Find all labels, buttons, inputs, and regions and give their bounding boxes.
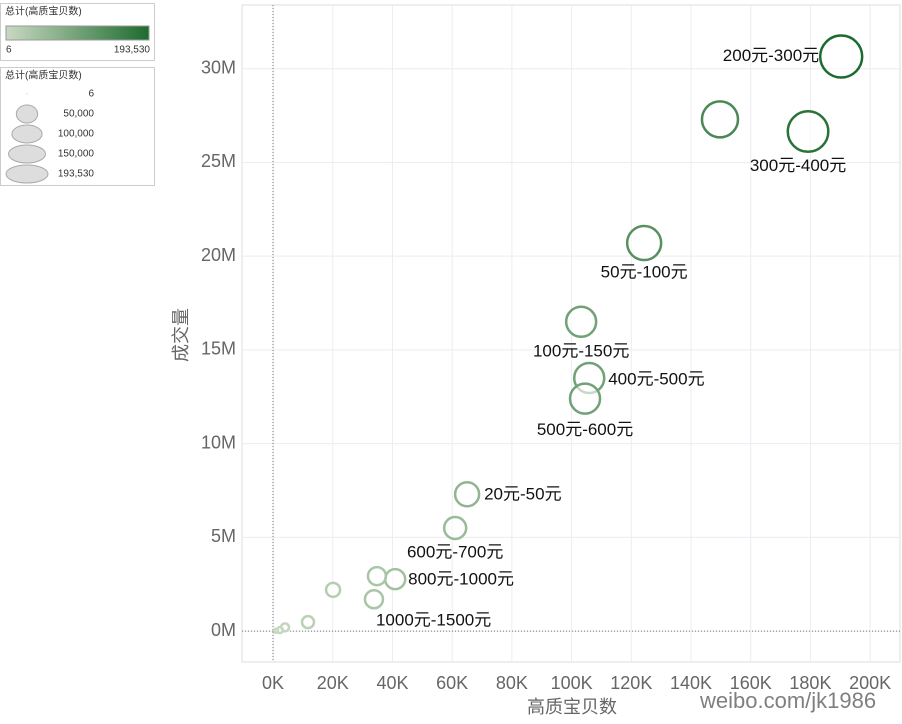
x-tick-label: 120K xyxy=(610,673,652,693)
bubble xyxy=(786,110,830,154)
legend-label: 6 xyxy=(88,89,94,100)
legend-label: 50,000 xyxy=(63,109,94,120)
bubble xyxy=(324,581,342,599)
bubble xyxy=(625,224,663,262)
data-label: 600元-700元 xyxy=(407,542,503,561)
bubble xyxy=(383,567,407,591)
x-tick-label: 0K xyxy=(262,673,284,693)
legend-label: 193,530 xyxy=(114,45,151,56)
bubble xyxy=(453,480,481,508)
x-tick-label: 60K xyxy=(436,673,468,693)
legend-label: 6 xyxy=(6,45,12,56)
y-axis-title: 成交量 xyxy=(171,308,191,362)
data-label: 200元-300元 xyxy=(723,46,819,65)
size-legend-mark xyxy=(8,144,46,164)
x-tick-label: 80K xyxy=(496,673,528,693)
data-label: 1000元-1500元 xyxy=(376,611,491,630)
bubble xyxy=(818,34,864,79)
size-legend-mark xyxy=(15,104,39,124)
bubble xyxy=(272,627,280,634)
legend-label: 100,000 xyxy=(58,129,95,140)
x-tick-label: 160K xyxy=(730,673,772,693)
x-tick-label: 100K xyxy=(551,673,593,693)
x-axis-title: 高质宝贝数 xyxy=(527,697,617,717)
bubble xyxy=(442,515,468,541)
data-label: 100元-150元 xyxy=(533,341,629,360)
color-ramp xyxy=(5,25,150,41)
x-tick-label: 40K xyxy=(376,673,408,693)
bubble xyxy=(568,382,602,415)
data-label: 400元-500元 xyxy=(608,370,704,389)
x-tick-label: 20K xyxy=(317,673,349,693)
data-label: 800元-1000元 xyxy=(408,570,514,589)
legend-title: 总计(高质宝贝数) xyxy=(5,5,82,18)
y-tick-label: 0M xyxy=(211,620,236,640)
data-label: 500元-600元 xyxy=(537,420,633,439)
y-tick-label: 20M xyxy=(201,245,236,265)
y-tick-label: 30M xyxy=(201,57,236,77)
bubble xyxy=(564,305,598,339)
x-tick-label: 140K xyxy=(670,673,712,693)
x-tick-label: 200K xyxy=(849,673,891,693)
x-tick-label: 180K xyxy=(789,673,831,693)
bubble xyxy=(363,588,385,610)
bubble xyxy=(300,614,316,630)
legend-label: 150,000 xyxy=(58,149,95,160)
data-label: 300元-400元 xyxy=(750,156,846,175)
y-tick-label: 15M xyxy=(201,339,236,359)
data-label: 50元-100元 xyxy=(601,263,688,282)
y-tick-label: 25M xyxy=(201,151,236,171)
y-tick-label: 5M xyxy=(211,526,236,546)
size-legend-mark xyxy=(11,124,43,144)
bubble xyxy=(700,100,740,139)
watermark: weibo.com/jk1986 xyxy=(699,688,876,713)
legend-title: 总计(高质宝贝数) xyxy=(5,69,82,82)
legend-label: 193,530 xyxy=(58,169,95,180)
size-legend-mark xyxy=(5,164,49,184)
data-label: 20元-50元 xyxy=(484,485,561,504)
y-tick-label: 10M xyxy=(201,432,236,452)
bubble xyxy=(366,565,388,587)
